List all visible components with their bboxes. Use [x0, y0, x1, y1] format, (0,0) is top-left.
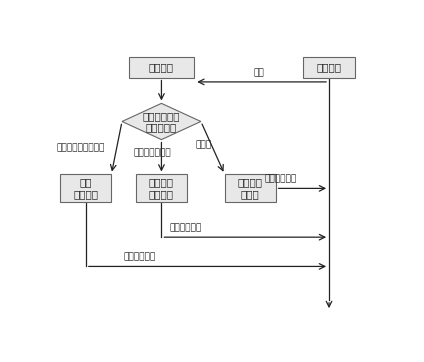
Text: 无变化: 无变化 — [196, 141, 212, 150]
Text: 与主站储存信
息进行比较: 与主站储存信 息进行比较 — [143, 111, 180, 132]
Text: 配电终端
版本更新: 配电终端 版本更新 — [149, 178, 174, 199]
Text: 配电终端
无零化: 配电终端 无零化 — [238, 178, 262, 199]
Text: 实时数据交互: 实时数据交互 — [265, 174, 297, 184]
Text: 版本信息不一致: 版本信息不一致 — [134, 149, 171, 158]
Text: 配电主站: 配电主站 — [149, 62, 174, 72]
FancyBboxPatch shape — [128, 57, 194, 77]
Text: 配电终端: 配电终端 — [317, 62, 341, 72]
FancyBboxPatch shape — [225, 174, 276, 202]
FancyBboxPatch shape — [136, 174, 187, 202]
Text: 注册: 注册 — [253, 68, 264, 77]
FancyBboxPatch shape — [303, 57, 355, 77]
Polygon shape — [122, 104, 201, 140]
FancyBboxPatch shape — [60, 174, 112, 202]
Text: 交互信息模型: 交互信息模型 — [124, 252, 156, 261]
Text: 新增
配电终端: 新增 配电终端 — [73, 178, 98, 199]
Text: 交互信息模型: 交互信息模型 — [170, 223, 202, 232]
Text: 无相关配电终端信息: 无相关配电终端信息 — [56, 143, 105, 152]
